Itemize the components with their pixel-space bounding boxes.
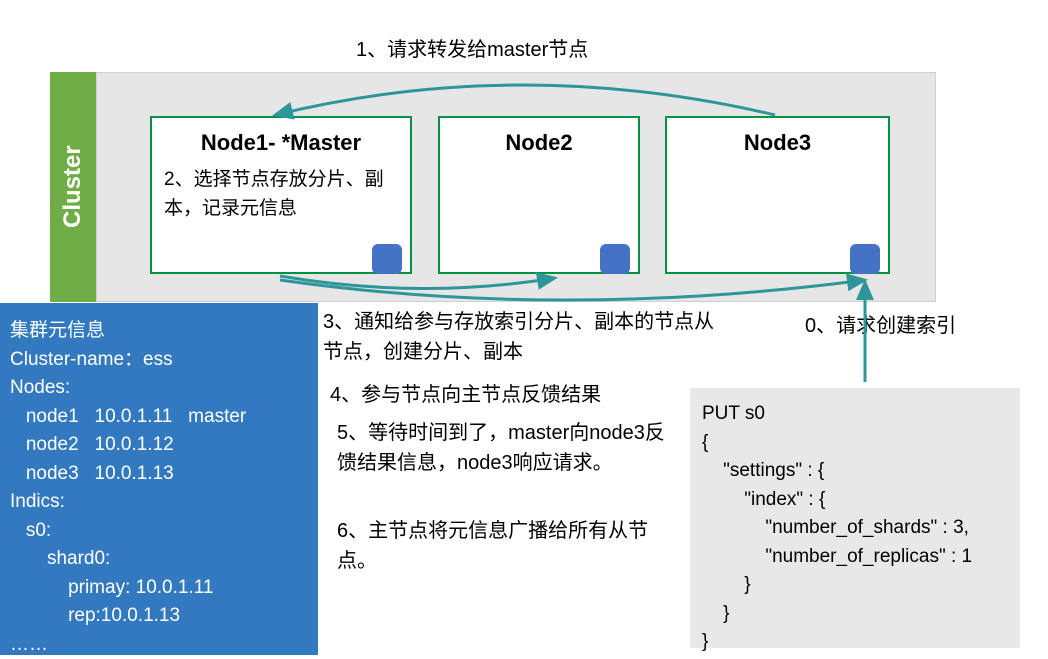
code-line: } — [702, 571, 1008, 600]
code-line: PUT s0 — [702, 400, 1008, 429]
meta-line: shard0: — [10, 545, 308, 574]
code-line: "number_of_shards" : 3, — [702, 514, 1008, 543]
meta-line: Cluster-name：ess — [10, 346, 308, 375]
node-2-marker — [600, 244, 630, 274]
meta-info-box: 集群元信息 Cluster-name：ess Nodes: node1 10.0… — [0, 303, 318, 655]
node-1-marker — [372, 244, 402, 274]
node-3-title: Node3 — [679, 130, 876, 156]
code-line: } — [702, 600, 1008, 629]
node-3-marker — [850, 244, 880, 274]
step-5-label: 5、等待时间到了，master向node3反馈结果信息，node3响应请求。 — [337, 418, 677, 478]
code-box: PUT s0 { "settings" : { "index" : { "num… — [690, 388, 1020, 648]
meta-line: node1 10.0.1.11 master — [10, 403, 308, 432]
node-2-title: Node2 — [452, 130, 626, 156]
node-2-box: Node2 — [438, 116, 640, 274]
code-line: } — [702, 628, 1008, 657]
node-3-box: Node3 — [665, 116, 890, 274]
step-0-label: 0、请求创建索引 — [805, 311, 956, 341]
code-line: { — [702, 429, 1008, 458]
node-1-title: Node1- *Master — [164, 130, 398, 156]
cluster-label: Cluster — [50, 72, 96, 302]
code-line: "index" : { — [702, 486, 1008, 515]
code-line: "settings" : { — [702, 457, 1008, 486]
code-line: "number_of_replicas" : 1 — [702, 543, 1008, 572]
meta-line: primay: 10.0.1.11 — [10, 574, 308, 603]
meta-line: node3 10.0.1.13 — [10, 460, 308, 489]
meta-line: 集群元信息 — [10, 317, 308, 346]
step-6-label: 6、主节点将元信息广播给所有从节点。 — [337, 516, 677, 576]
step-1-label: 1、请求转发给master节点 — [356, 35, 588, 65]
meta-line: s0: — [10, 517, 308, 546]
step-3-label: 3、通知给参与存放索引分片、副本的节点从节点，创建分片、副本 — [323, 307, 723, 367]
node-1-text: 2、选择节点存放分片、副本，记录元信息 — [164, 166, 398, 223]
step-4-label: 4、参与节点向主节点反馈结果 — [330, 380, 670, 410]
meta-line: rep:10.0.1.13 — [10, 602, 308, 631]
meta-line: Nodes: — [10, 374, 308, 403]
node-1-box: Node1- *Master 2、选择节点存放分片、副本，记录元信息 — [150, 116, 412, 274]
meta-line: Indics: — [10, 488, 308, 517]
meta-line: node2 10.0.1.12 — [10, 431, 308, 460]
